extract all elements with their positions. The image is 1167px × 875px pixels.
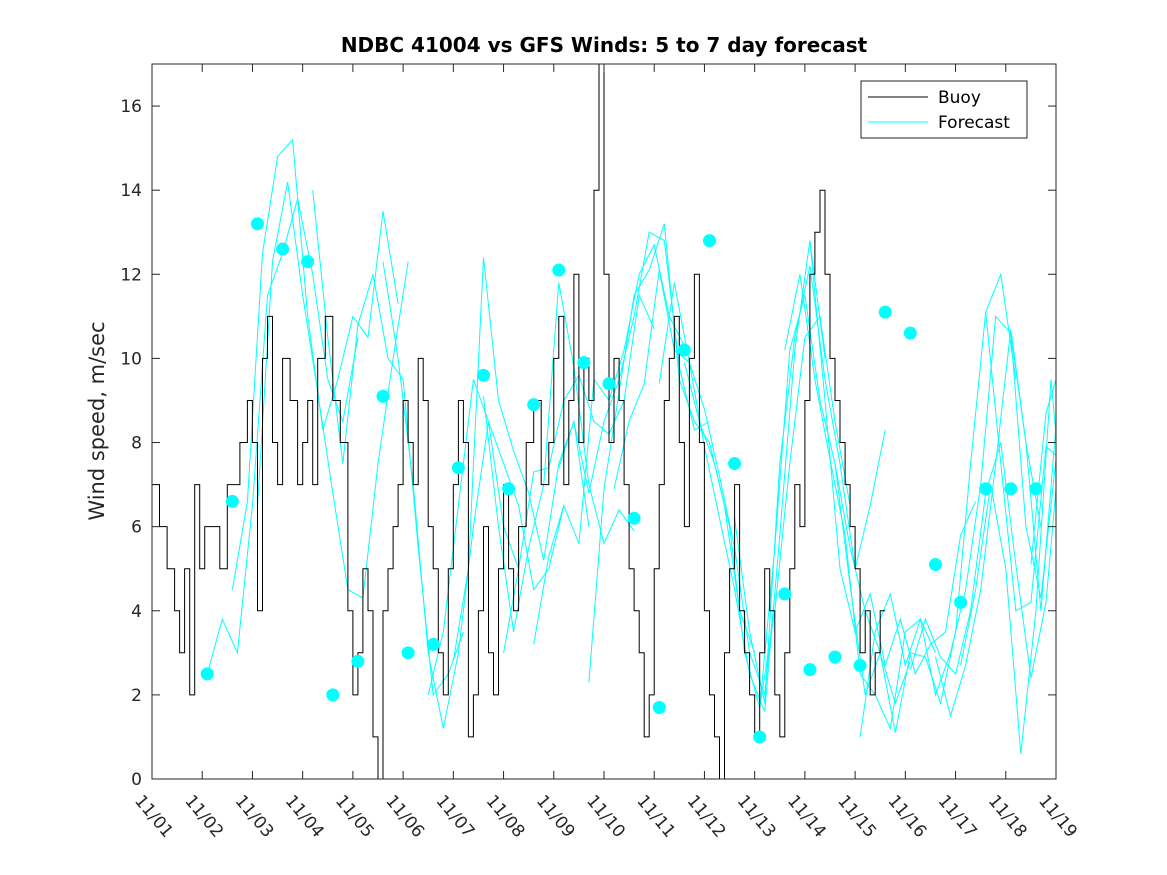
forecast-point (903, 326, 917, 340)
forecast-point (627, 511, 641, 525)
forecast-points-group (200, 217, 1043, 744)
y-tick-label: 8 (131, 434, 142, 454)
y-tick-label: 2 (131, 686, 142, 706)
y-axis-label: Wind speed, m/sec (85, 321, 109, 520)
forecast-point (753, 730, 767, 744)
forecast-line (809, 240, 977, 676)
forecast-line (452, 257, 590, 662)
forecast-point (928, 558, 942, 571)
forecast-point (602, 377, 616, 391)
legend-buoy-label: Buoy (938, 88, 981, 108)
forecast-line (312, 190, 464, 697)
forecast-point (401, 646, 415, 660)
forecast-point (1029, 482, 1043, 496)
forecast-point (276, 242, 290, 256)
forecast-point (426, 637, 440, 651)
forecast-point (954, 595, 968, 609)
forecast-line (483, 282, 635, 632)
buoy-series-group (152, 63, 886, 780)
chart-title: NDBC 41004 vs GFS Winds: 5 to 7 day fore… (341, 33, 868, 57)
forecast-line (613, 270, 776, 696)
forecast-point (376, 389, 390, 403)
forecast-point (1004, 482, 1018, 496)
forecast-point (778, 587, 792, 601)
forecast-point (677, 343, 691, 357)
buoy-line (152, 63, 886, 780)
forecast-point (225, 494, 239, 508)
forecast-point (828, 650, 842, 664)
forecast-line (382, 261, 520, 729)
forecast-line (985, 312, 1057, 612)
forecast-point (502, 482, 516, 496)
forecast-point (476, 368, 490, 382)
y-tick-label: 16 (120, 97, 142, 117)
forecast-point (250, 217, 264, 231)
forecast-point (577, 356, 591, 370)
forecast-point (351, 654, 365, 668)
forecast-point (803, 663, 817, 677)
y-axis: 0 2 4 6 8 10 12 14 16 (120, 97, 1056, 790)
forecast-line (1010, 333, 1057, 599)
forecast-point (728, 457, 742, 471)
forecast-line (1030, 379, 1057, 565)
forecast-line (960, 379, 1057, 754)
forecast-point (301, 255, 315, 269)
forecast-point (979, 482, 993, 496)
y-tick-label: 0 (131, 770, 142, 790)
forecast-point (702, 234, 716, 248)
forecast-point (853, 658, 867, 672)
forecast-point (451, 461, 465, 475)
forecast-point (878, 305, 892, 319)
y-tick-label: 10 (120, 349, 142, 369)
forecast-point (326, 688, 340, 702)
forecast-line (558, 231, 710, 494)
forecast-point (652, 701, 666, 714)
legend-forecast-label: Forecast (938, 113, 1010, 133)
y-tick-label: 6 (131, 518, 142, 538)
forecast-point (200, 667, 214, 681)
forecast-line (257, 181, 409, 599)
y-tick-label: 4 (131, 602, 142, 622)
legend: Buoy Forecast (860, 80, 1028, 139)
y-tick-label: 14 (120, 181, 142, 201)
forecast-point (527, 398, 541, 412)
forecast-point (552, 263, 566, 277)
y-tick-label: 12 (120, 265, 142, 285)
legend-box (860, 80, 1028, 139)
